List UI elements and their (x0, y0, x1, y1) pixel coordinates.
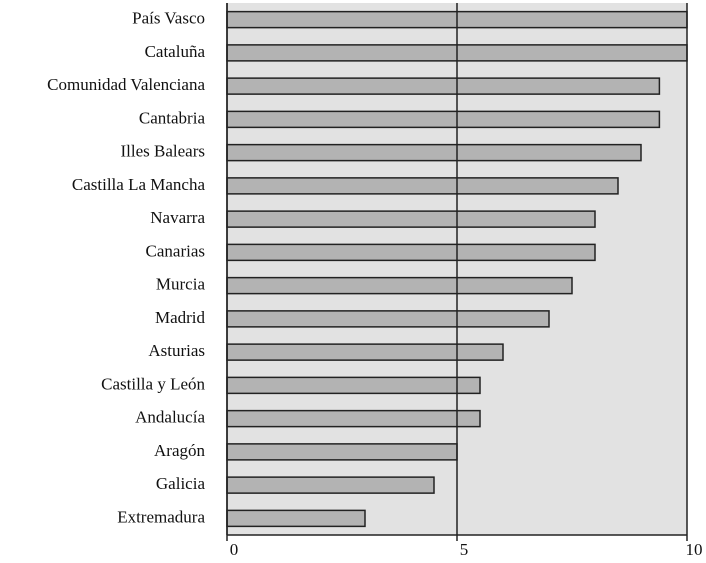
x-tick-label: 0 (230, 540, 239, 559)
y-tick-label: Aragón (154, 441, 205, 460)
x-tick-label: 5 (460, 540, 469, 559)
y-tick-label: Andalucía (135, 408, 205, 427)
y-tick-label: Madrid (155, 308, 206, 327)
y-tick-label: Comunidad Valenciana (47, 75, 205, 94)
bar (226, 443, 458, 461)
y-tick-label: Murcia (156, 275, 206, 294)
bar (226, 376, 481, 395)
bar (226, 476, 435, 494)
bar (226, 143, 642, 162)
bar (226, 177, 619, 195)
bar (226, 409, 481, 428)
y-tick-label: Extremadura (117, 507, 205, 526)
y-tick-label: Canarias (146, 241, 205, 260)
x-tick-label: 10 (686, 540, 703, 559)
bar (226, 310, 550, 328)
y-tick-label: Cataluña (145, 42, 206, 61)
y-tick-label: Castilla y León (101, 374, 205, 393)
y-tick-label: Asturias (148, 341, 205, 360)
bar (226, 276, 573, 295)
bar (226, 243, 596, 262)
bar (226, 343, 504, 361)
bar (226, 210, 596, 228)
y-tick-label: Galicia (156, 474, 206, 493)
y-tick-label: Illes Balears (121, 142, 206, 161)
bar (226, 509, 366, 528)
y-tick-label: Cantabria (139, 108, 206, 127)
y-tick-label: País Vasco (132, 9, 205, 28)
bar (226, 110, 661, 129)
y-tick-label: Navarra (150, 208, 205, 227)
bar (226, 77, 661, 95)
y-tick-label: Castilla La Mancha (72, 175, 206, 194)
